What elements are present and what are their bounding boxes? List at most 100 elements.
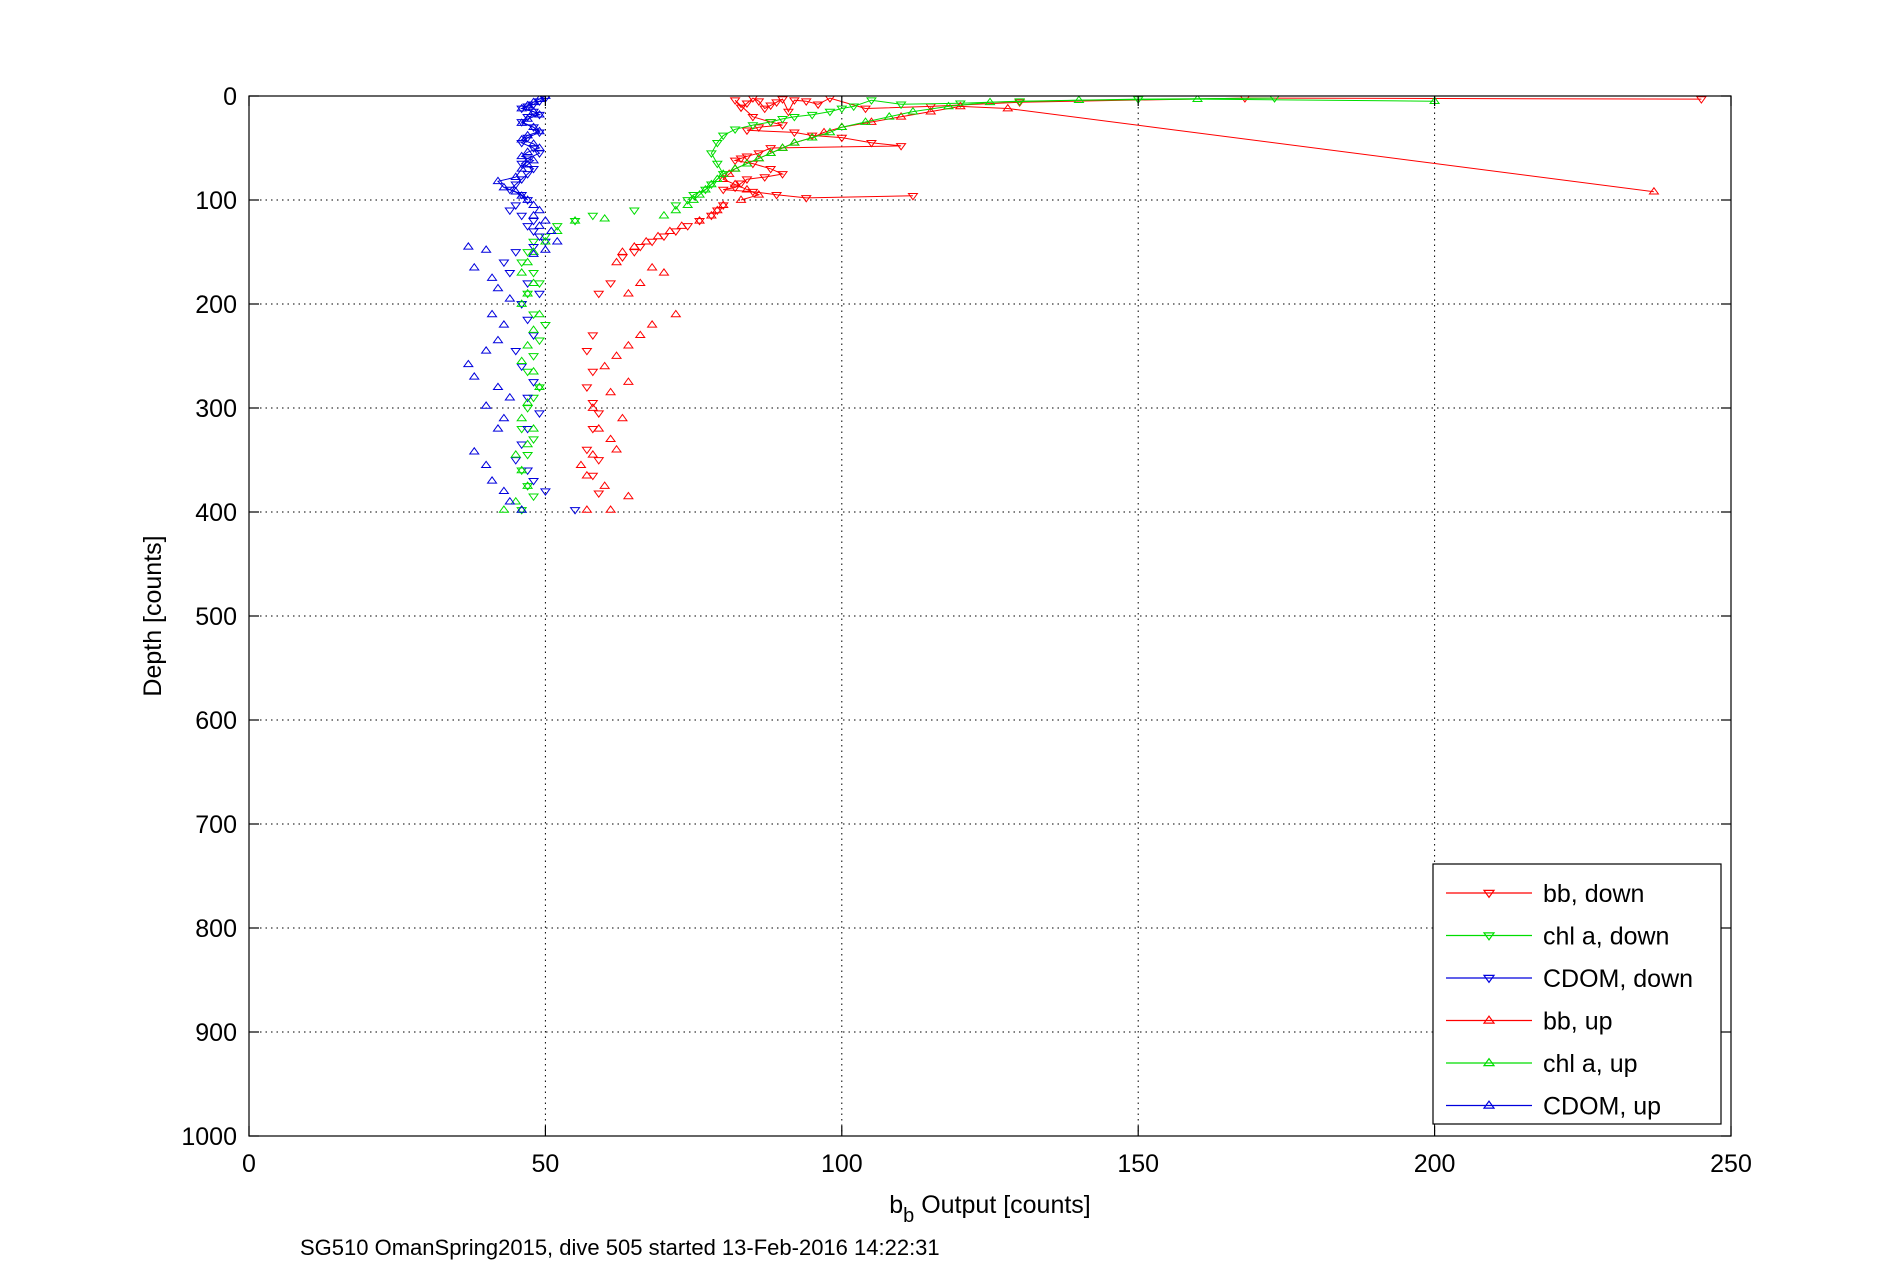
data-point [528,366,540,375]
series-cdom-up [462,96,563,513]
data-point [468,372,480,380]
data-point [528,325,540,333]
data-point [1648,186,1660,195]
data-point [516,363,528,372]
data-point [516,507,528,515]
data-point [605,387,617,396]
data-point [759,174,771,182]
data-point [800,98,812,106]
data-point [522,288,534,297]
data-point [1695,96,1707,104]
legend-item-bb-up: bb, up [1446,1008,1613,1036]
legend-marker [1482,1015,1496,1024]
data-point [1269,96,1280,103]
data-point [510,186,522,195]
x-tick-label: 50 [531,1150,559,1178]
data-point [622,491,634,500]
data-point [705,181,717,190]
data-point [664,226,676,235]
data-point [705,210,717,219]
data-point [711,174,723,183]
data-point [498,259,510,268]
data-point [729,157,741,166]
y-tick-label: 800 [195,915,237,943]
data-point [581,505,593,513]
data-point [516,164,528,172]
data-point [498,320,510,328]
data-point [528,247,540,255]
data-point [498,182,510,191]
data-point [711,139,723,148]
data-point [717,202,729,210]
data-point [468,262,480,271]
data-point [528,210,540,219]
data-point [510,496,522,505]
data-point [848,103,860,112]
data-point [895,143,907,151]
data-point [545,226,557,235]
data-point [954,100,966,109]
figure-caption: SG510 OmanSpring2015, dive 505 started 1… [300,1235,940,1260]
data-point [486,476,498,484]
data-point [539,216,551,224]
data-point [516,212,528,221]
y-axis-title: Depth [counts] [139,535,167,696]
data-point [533,221,545,229]
data-point [522,405,534,413]
data-point [694,216,706,224]
data-point [522,340,534,349]
data-point [883,112,895,120]
data-point [528,165,540,174]
legend-item-chl-a-up: chl a, up [1446,1050,1638,1078]
data-point [984,97,996,106]
y-tick-label: 300 [195,395,237,423]
data-point [522,197,534,205]
data-point [765,145,777,153]
y-tick-label: 100 [195,187,237,215]
data-point [522,257,534,266]
data-point [658,268,670,276]
data-point [510,202,522,210]
legend-label: CDOM, down [1543,965,1693,993]
data-point [688,195,700,203]
data-point [533,126,545,135]
data-point [605,434,617,443]
data-point [593,290,605,299]
data-point [800,195,812,203]
data-point [759,105,771,114]
x-tick-label: 0 [242,1150,256,1178]
data-point [593,457,605,465]
data-point [528,424,540,432]
y-tick-label: 700 [195,811,237,839]
y-tick-label: 600 [195,707,237,735]
data-point [528,122,540,131]
data-point [705,150,717,158]
data-point [528,477,540,486]
data-point [836,134,848,143]
data-point [539,238,551,247]
data-point [516,151,528,160]
data-point [522,394,534,403]
data-point [533,129,545,138]
data-point [533,205,545,214]
data-point [605,505,617,513]
data-point [741,158,753,167]
data-point [818,127,830,136]
data-series [462,96,1707,515]
data-point [622,288,634,297]
data-point [711,160,723,169]
data-point [480,346,492,354]
data-point [777,171,788,179]
data-point [824,108,836,117]
data-point [628,242,640,250]
data-point [587,403,599,411]
data-point [528,155,540,164]
data-point [522,223,534,231]
data-point [528,269,540,278]
data-point [480,401,492,409]
data-point [510,347,522,356]
data-point [943,101,954,110]
data-point [729,97,741,105]
data-point [486,273,498,281]
data-point [670,202,682,210]
